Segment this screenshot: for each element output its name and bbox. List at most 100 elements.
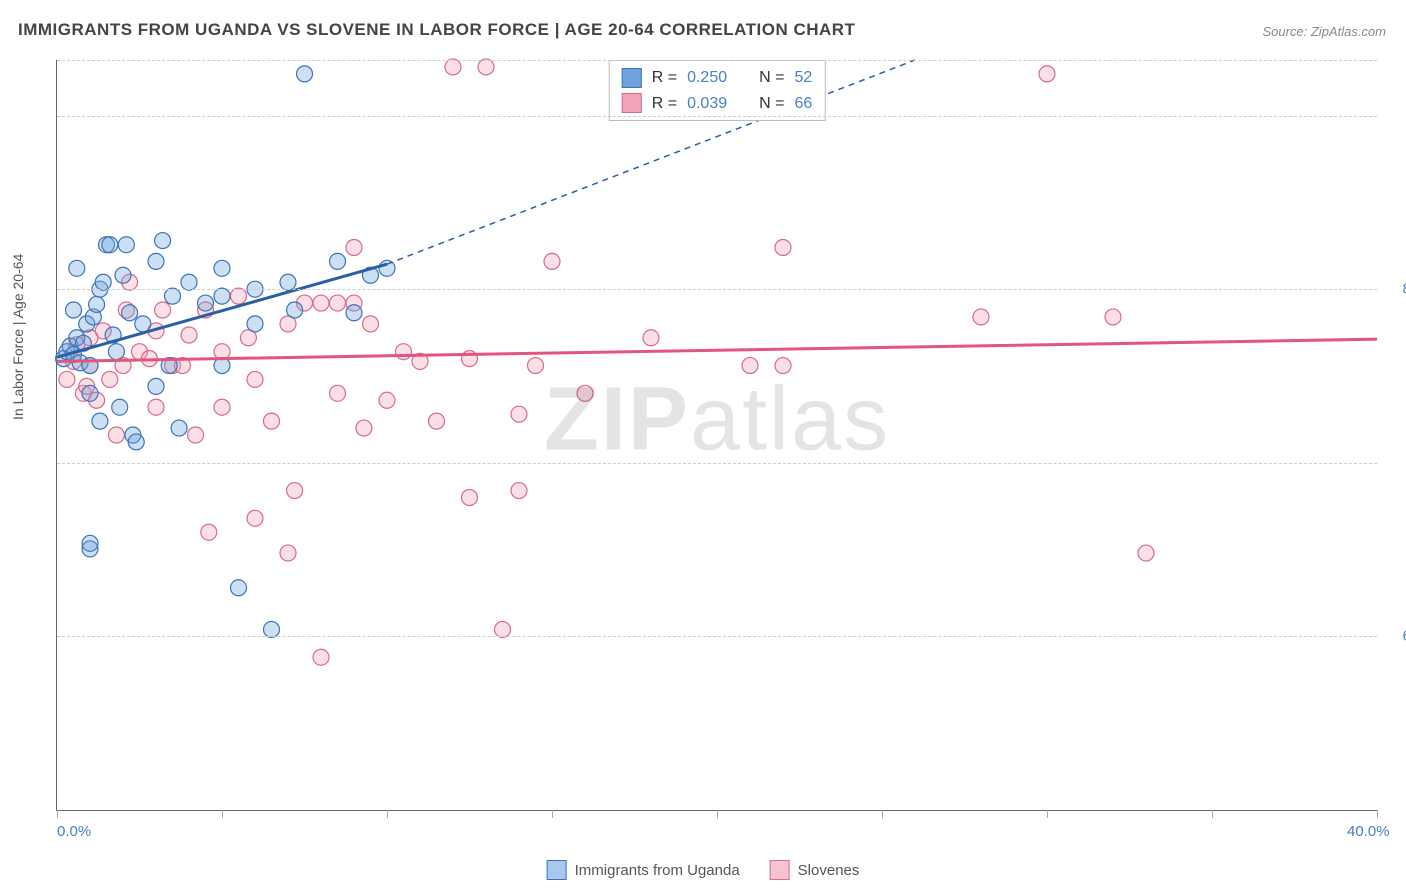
data-point	[429, 413, 445, 429]
data-point	[171, 420, 187, 436]
legend-swatch	[770, 860, 790, 880]
data-point	[287, 483, 303, 499]
data-point	[148, 253, 164, 269]
legend-row: R =0.039N =66	[622, 91, 813, 117]
legend-label: Slovenes	[798, 862, 860, 879]
data-point	[201, 524, 217, 540]
data-point	[155, 302, 171, 318]
data-point	[528, 358, 544, 374]
gridline-h	[57, 60, 1377, 61]
data-point	[155, 233, 171, 249]
legend-item: Slovenes	[770, 860, 860, 880]
legend-swatch	[622, 68, 642, 88]
data-point	[92, 413, 108, 429]
data-point	[264, 621, 280, 637]
data-point	[214, 260, 230, 276]
legend-n-label: N =	[759, 91, 784, 117]
data-point	[118, 237, 134, 253]
legend-swatch	[622, 93, 642, 113]
data-point	[775, 358, 791, 374]
gridline-h	[57, 289, 1377, 290]
data-point	[544, 253, 560, 269]
data-point	[231, 580, 247, 596]
data-point	[363, 316, 379, 332]
data-point	[973, 309, 989, 325]
x-tick	[1212, 810, 1213, 818]
data-point	[148, 399, 164, 415]
data-point	[89, 296, 105, 312]
y-tick-label: 62.5%	[1385, 628, 1406, 645]
data-point	[181, 274, 197, 290]
gridline-h	[57, 636, 1377, 637]
data-point	[1039, 66, 1055, 82]
legend-n-value: 66	[794, 91, 812, 117]
legend-r-label: R =	[652, 65, 677, 91]
data-point	[247, 316, 263, 332]
data-point	[511, 483, 527, 499]
x-tick-label: 0.0%	[57, 823, 91, 840]
data-point	[462, 490, 478, 506]
data-point	[148, 378, 164, 394]
data-point	[330, 253, 346, 269]
x-tick	[552, 810, 553, 818]
data-point	[135, 316, 151, 332]
data-point	[231, 288, 247, 304]
data-point	[82, 385, 98, 401]
legend-item: Immigrants from Uganda	[547, 860, 740, 880]
data-point	[643, 330, 659, 346]
data-point	[313, 649, 329, 665]
y-tick-label: 87.5%	[1385, 281, 1406, 298]
x-tick	[57, 810, 58, 818]
x-tick	[882, 810, 883, 818]
data-point	[188, 427, 204, 443]
data-point	[287, 302, 303, 318]
data-point	[346, 240, 362, 256]
data-point	[346, 305, 362, 321]
legend-row: R =0.250N =52	[622, 65, 813, 91]
data-point	[102, 237, 118, 253]
data-point	[128, 434, 144, 450]
data-point	[247, 510, 263, 526]
data-point	[280, 545, 296, 561]
plot-area: ZIPatlas R =0.250N =52R =0.039N =66 62.5…	[56, 60, 1377, 811]
x-tick	[717, 810, 718, 818]
data-point	[297, 66, 313, 82]
data-point	[66, 302, 82, 318]
data-point	[330, 295, 346, 311]
data-point	[181, 327, 197, 343]
data-point	[356, 420, 372, 436]
data-point	[478, 59, 494, 75]
data-point	[775, 240, 791, 256]
x-tick-label: 40.0%	[1347, 823, 1390, 840]
data-point	[108, 427, 124, 443]
legend-r-value: 0.250	[687, 65, 727, 91]
data-point	[495, 621, 511, 637]
scatter-svg	[57, 60, 1377, 810]
data-point	[742, 358, 758, 374]
legend-n-label: N =	[759, 65, 784, 91]
x-tick	[387, 810, 388, 818]
data-point	[108, 344, 124, 360]
data-point	[122, 305, 138, 321]
data-point	[280, 274, 296, 290]
legend-label: Immigrants from Uganda	[575, 862, 740, 879]
data-point	[445, 59, 461, 75]
correlation-legend: R =0.250N =52R =0.039N =66	[609, 60, 826, 121]
data-point	[247, 371, 263, 387]
legend-swatch	[547, 860, 567, 880]
data-point	[1105, 309, 1121, 325]
data-point	[112, 399, 128, 415]
data-point	[577, 385, 593, 401]
legend-r-label: R =	[652, 91, 677, 117]
source-label: Source: ZipAtlas.com	[1262, 24, 1386, 39]
data-point	[115, 267, 131, 283]
x-tick	[1377, 810, 1378, 818]
data-point	[330, 385, 346, 401]
data-point	[165, 288, 181, 304]
data-point	[69, 260, 85, 276]
data-point	[214, 288, 230, 304]
data-point	[102, 371, 118, 387]
x-tick	[222, 810, 223, 818]
data-point	[396, 344, 412, 360]
data-point	[264, 413, 280, 429]
